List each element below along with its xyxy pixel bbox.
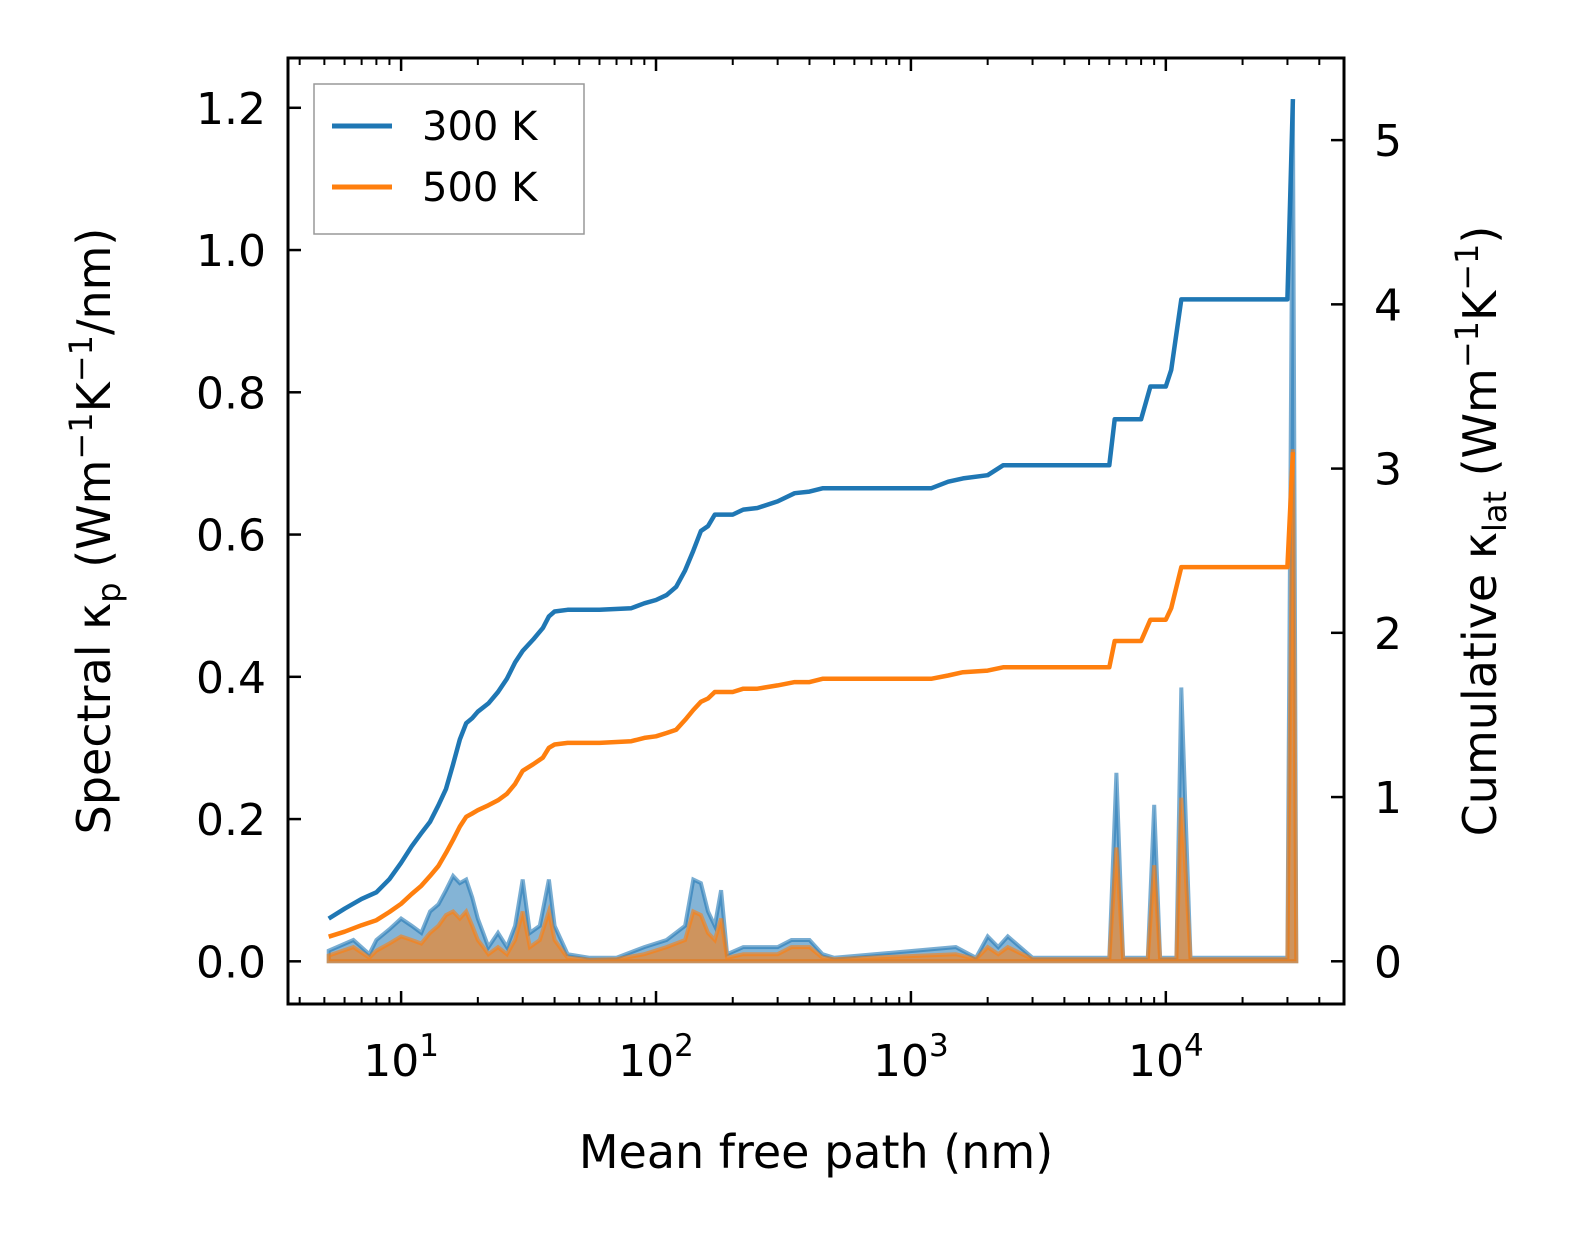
x-axis-label: Mean free path (nm) <box>579 1125 1053 1179</box>
plot-frame <box>286 56 1346 1006</box>
y-left-tick-label: 0.6 <box>196 511 266 562</box>
cumulative-line-500k <box>328 452 1296 939</box>
spectral-fills <box>326 100 1299 964</box>
y-right-tick-label: 0 <box>1374 937 1402 988</box>
y-left-tick-label: 0.0 <box>196 937 266 988</box>
x-tick-label: 102 <box>618 1028 694 1087</box>
cumulative-lines <box>327 99 1296 939</box>
y-left-tick-label: 0.8 <box>196 368 266 419</box>
cumulative-line-300k <box>327 99 1296 921</box>
x-tick-label: 101 <box>363 1028 439 1087</box>
axis-ticks: 101 102 103 104 0.0 0.2 0.4 0.6 0.8 1.0 1.2 0 1 2 3 4 5 <box>196 58 1402 1087</box>
legend-box <box>313 83 585 235</box>
spectral-area-500k <box>326 449 1299 964</box>
legend-label-300k: 300 K <box>422 104 539 150</box>
y-left-tick-label: 0.2 <box>196 795 266 846</box>
y-axis-left-label: Spectral κp (Wm−1K−1/nm) <box>62 228 128 835</box>
y-left-tick-label: 1.0 <box>196 226 266 277</box>
x-tick-label: 104 <box>1128 1028 1204 1087</box>
legend-label-500k: 500 K <box>422 165 539 211</box>
y-right-tick-label: 5 <box>1374 116 1402 167</box>
y-right-tick-label: 3 <box>1374 445 1402 496</box>
legend: 300 K 500 K <box>313 83 585 235</box>
y-left-tick-label: 1.2 <box>196 84 266 135</box>
y-axis-right-label: Cumulative κlat (Wm−1K−1) <box>1448 226 1514 837</box>
y-left-tick-label: 0.4 <box>196 653 266 704</box>
x-tick-label: 103 <box>873 1028 949 1087</box>
y-right-tick-label: 4 <box>1374 280 1402 331</box>
y-right-tick-label: 2 <box>1374 609 1402 660</box>
y-right-tick-label: 1 <box>1374 773 1402 824</box>
